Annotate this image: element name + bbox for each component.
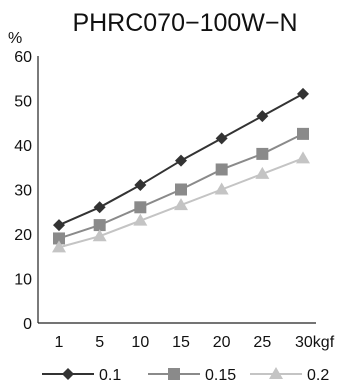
square-marker bbox=[215, 163, 228, 176]
x-tick-label: 30kgf bbox=[295, 334, 335, 351]
square-marker bbox=[134, 201, 147, 214]
square-marker bbox=[175, 183, 187, 196]
y-tick-label: 40 bbox=[14, 138, 32, 155]
square-marker bbox=[297, 127, 309, 140]
y-tick-label: 60 bbox=[14, 49, 32, 66]
chart-title: PHRC070−100W−N bbox=[72, 9, 297, 37]
series-0.1 bbox=[53, 87, 309, 232]
legend-item: 0.1 bbox=[42, 367, 121, 384]
y-tick-label: 50 bbox=[14, 94, 32, 111]
diamond-marker bbox=[134, 179, 147, 192]
legend-item: 0.15 bbox=[148, 367, 236, 384]
x-tick-label: 1 bbox=[55, 334, 64, 351]
triangle-marker bbox=[52, 240, 66, 253]
y-tick-label: 20 bbox=[14, 227, 32, 244]
y-tick-label: 0 bbox=[23, 316, 32, 333]
legend-label: 0.1 bbox=[99, 367, 121, 384]
x-tick-label: 10 bbox=[131, 334, 149, 351]
y-tick-labels: 0 10 20 30 40 50 60 bbox=[14, 49, 32, 333]
axes bbox=[37, 56, 316, 324]
y-tick-label: 30 bbox=[14, 183, 32, 200]
x-tick-label: 20 bbox=[213, 334, 231, 351]
legend-label: 0.15 bbox=[205, 367, 236, 384]
diamond-marker bbox=[256, 110, 269, 123]
triangle-marker bbox=[214, 182, 229, 195]
diamond-marker bbox=[53, 219, 65, 232]
diamond-marker bbox=[215, 132, 228, 145]
y-axis-unit: % bbox=[8, 30, 22, 47]
diamond-marker bbox=[62, 368, 74, 380]
triangle-marker bbox=[174, 198, 188, 211]
legend: 0.1 0.15 0.2 bbox=[42, 367, 329, 384]
square-marker bbox=[168, 368, 180, 380]
x-tick-label: 25 bbox=[253, 334, 271, 351]
diamond-marker bbox=[93, 201, 106, 214]
series-lines bbox=[52, 87, 310, 253]
square-marker bbox=[256, 147, 269, 160]
x-tick-labels: 1 5 10 15 20 25 30kgf bbox=[55, 334, 335, 351]
series-0.15 bbox=[53, 127, 309, 245]
triangle-marker bbox=[92, 229, 107, 242]
diamond-marker bbox=[175, 154, 187, 167]
y-tick-label: 10 bbox=[14, 272, 32, 289]
triangle-marker bbox=[133, 213, 148, 226]
legend-label: 0.2 bbox=[307, 367, 329, 384]
legend-item: 0.2 bbox=[250, 367, 329, 384]
square-marker bbox=[53, 232, 65, 245]
triangle-marker bbox=[269, 367, 283, 379]
series-0.2 bbox=[52, 151, 310, 253]
square-marker bbox=[93, 219, 106, 232]
triangle-marker bbox=[296, 151, 310, 164]
triangle-marker bbox=[255, 166, 270, 179]
x-tick-label: 5 bbox=[95, 334, 104, 351]
diamond-marker bbox=[297, 87, 309, 100]
x-tick-label: 15 bbox=[172, 334, 190, 351]
